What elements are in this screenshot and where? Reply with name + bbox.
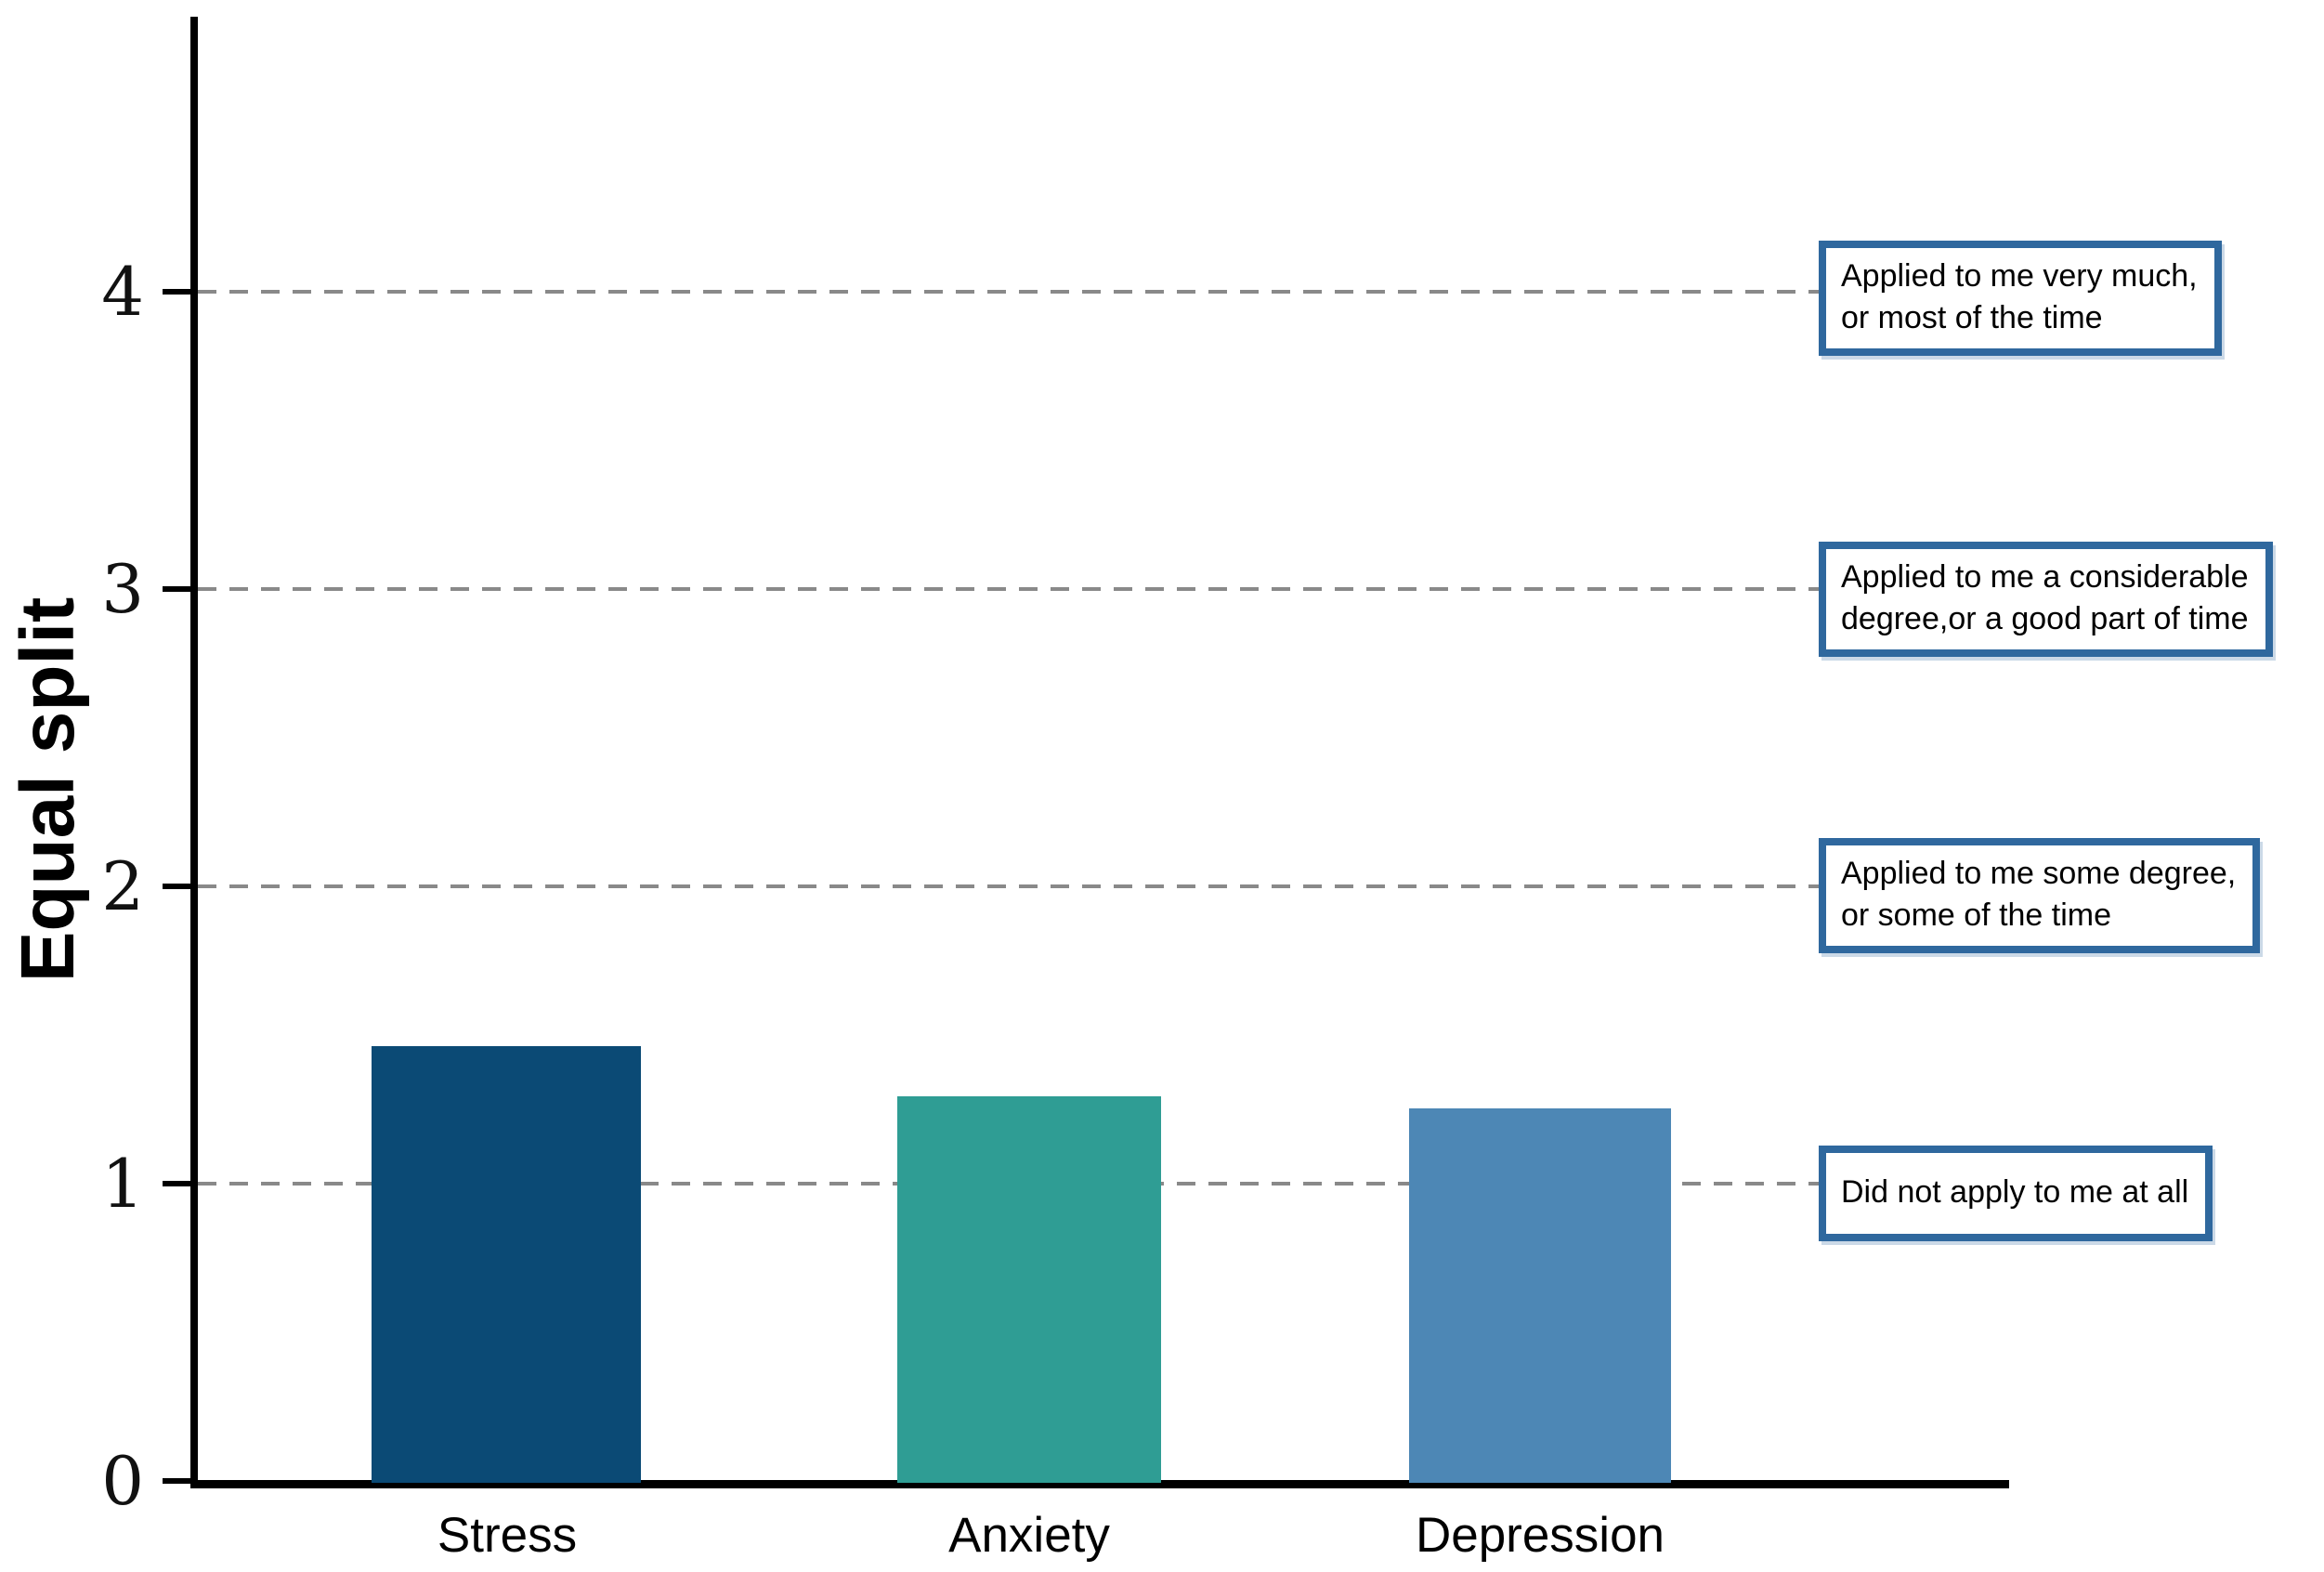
y-tick-label-2: 2: [101, 847, 144, 925]
gridline-3: [198, 587, 1819, 591]
annotation-scale-3: Applied to me a considerable degree,or a…: [1819, 542, 2273, 657]
y-axis-spine: [190, 17, 198, 1487]
y-tick-label-1: 1: [101, 1145, 144, 1223]
annotation-scale-4-line2: or most of the time: [1841, 300, 2103, 335]
annotation-scale-3-line1: Applied to me a considerable: [1841, 559, 2249, 595]
x-label-stress: Stress: [437, 1508, 578, 1563]
annotation-scale-1-line1: Did not apply to me at all: [1841, 1174, 2189, 1210]
bar-depression: [1409, 1108, 1671, 1483]
y-tick-label-3: 3: [101, 550, 144, 628]
annotation-scale-2-line1: Applied to me some degree,: [1841, 856, 2237, 891]
gridline-2: [198, 884, 1819, 888]
annotation-scale-2: Applied to me some degree, or some of th…: [1819, 838, 2261, 953]
annotation-scale-3-line2: degree,or a good part of time: [1841, 601, 2249, 636]
y-tick-3: [163, 586, 198, 592]
annotation-scale-1: Did not apply to me at all: [1819, 1146, 2213, 1241]
bar-stress: [372, 1046, 641, 1483]
y-tick-0: [163, 1478, 198, 1484]
gridline-4: [198, 290, 1819, 294]
y-tick-4: [163, 289, 198, 295]
y-tick-label-4: 4: [101, 253, 144, 331]
x-label-anxiety: Anxiety: [948, 1508, 1110, 1563]
y-tick-2: [163, 884, 198, 889]
x-axis-spine: [190, 1480, 2009, 1488]
y-axis-title: Equal split: [6, 596, 90, 983]
bar-anxiety: [897, 1096, 1161, 1483]
annotation-scale-2-line2: or some of the time: [1841, 897, 2112, 933]
annotation-scale-4: Applied to me very much, or most of the …: [1819, 241, 2222, 356]
annotation-scale-4-line1: Applied to me very much,: [1841, 258, 2198, 294]
y-tick-label-0: 0: [101, 1442, 144, 1520]
y-tick-1: [163, 1181, 198, 1186]
x-label-depression: Depression: [1415, 1508, 1665, 1563]
